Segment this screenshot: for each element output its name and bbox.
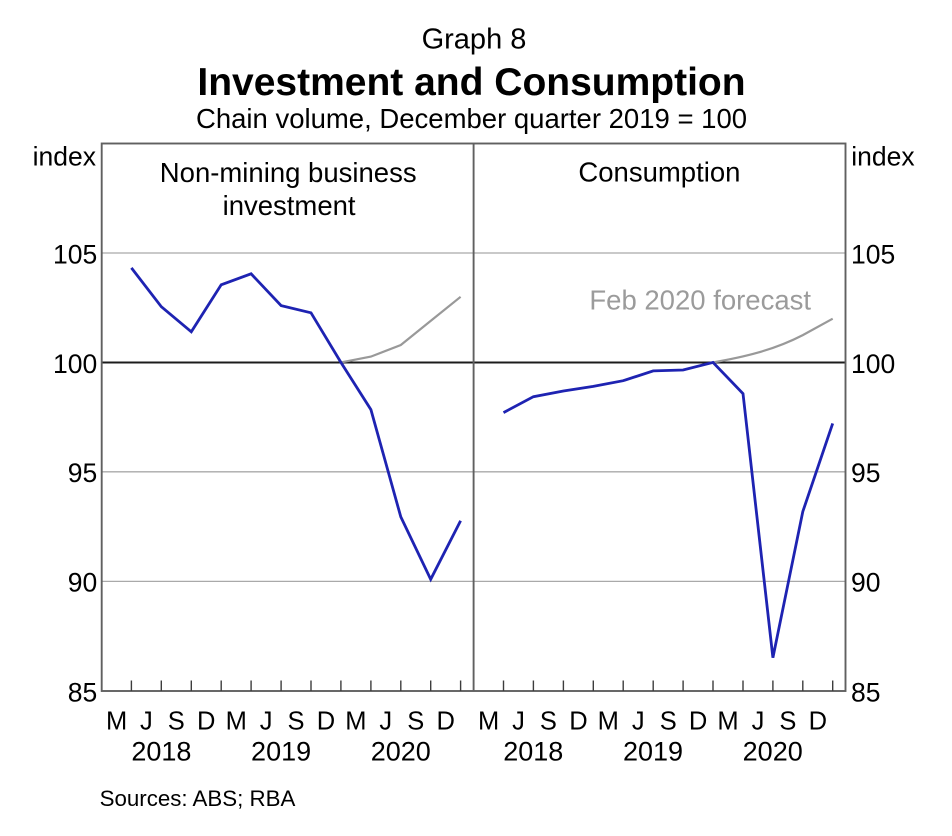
svg-text:85: 85 xyxy=(68,677,97,707)
svg-text:index: index xyxy=(851,142,914,172)
svg-text:J: J xyxy=(632,707,645,735)
svg-text:M: M xyxy=(345,707,366,735)
svg-text:S: S xyxy=(407,707,424,735)
svg-text:D: D xyxy=(317,707,335,735)
svg-text:2019: 2019 xyxy=(251,737,311,767)
svg-text:105: 105 xyxy=(851,239,895,269)
svg-text:M: M xyxy=(717,707,738,735)
svg-text:M: M xyxy=(226,707,247,735)
svg-text:S: S xyxy=(540,707,557,735)
svg-text:2020: 2020 xyxy=(371,737,431,767)
svg-text:S: S xyxy=(168,707,185,735)
svg-text:D: D xyxy=(809,707,827,735)
svg-text:J: J xyxy=(752,707,765,735)
svg-text:D: D xyxy=(569,707,587,735)
svg-text:S: S xyxy=(287,707,304,735)
svg-text:Non-mining business: Non-mining business xyxy=(160,157,417,188)
svg-text:2020: 2020 xyxy=(743,737,803,767)
svg-text:Consumption: Consumption xyxy=(578,157,740,188)
svg-text:M: M xyxy=(106,707,127,735)
svg-text:J: J xyxy=(512,707,525,735)
svg-text:2019: 2019 xyxy=(623,737,683,767)
svg-text:85: 85 xyxy=(851,677,880,707)
svg-text:Chain volume, December quarter: Chain volume, December quarter 2019 = 10… xyxy=(196,103,747,134)
svg-text:S: S xyxy=(660,707,677,735)
svg-text:90: 90 xyxy=(851,568,880,598)
svg-text:95: 95 xyxy=(68,458,97,488)
svg-text:Graph 8: Graph 8 xyxy=(422,24,527,56)
svg-text:index: index xyxy=(33,142,96,172)
svg-text:J: J xyxy=(379,707,392,735)
svg-text:investment: investment xyxy=(223,190,356,221)
svg-text:Investment and Consumption: Investment and Consumption xyxy=(197,61,745,104)
svg-text:Sources: ABS; RBA: Sources: ABS; RBA xyxy=(100,786,296,811)
svg-text:90: 90 xyxy=(68,568,97,598)
svg-text:S: S xyxy=(779,707,796,735)
svg-text:Feb 2020 forecast: Feb 2020 forecast xyxy=(589,284,811,315)
svg-text:95: 95 xyxy=(851,458,880,488)
svg-text:2018: 2018 xyxy=(131,737,191,767)
svg-text:D: D xyxy=(436,707,454,735)
svg-text:D: D xyxy=(689,707,707,735)
svg-text:J: J xyxy=(260,707,273,735)
svg-text:M: M xyxy=(478,707,499,735)
svg-text:D: D xyxy=(197,707,215,735)
svg-text:2018: 2018 xyxy=(503,737,563,767)
svg-text:100: 100 xyxy=(53,349,97,379)
svg-text:105: 105 xyxy=(53,239,97,269)
svg-text:M: M xyxy=(598,707,619,735)
svg-text:J: J xyxy=(140,707,153,735)
svg-text:100: 100 xyxy=(851,349,895,379)
